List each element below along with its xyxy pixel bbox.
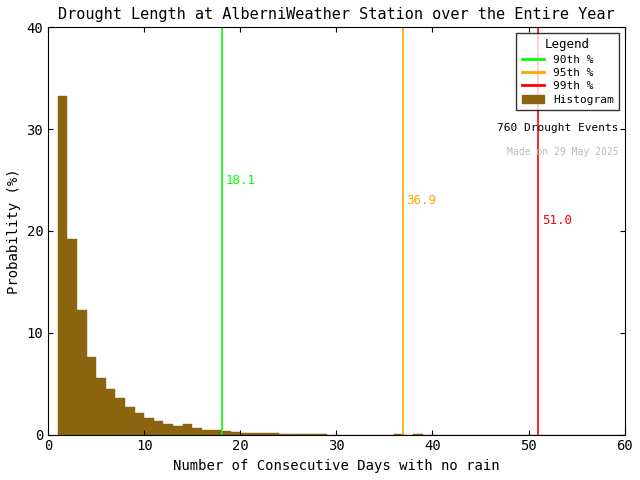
Bar <box>125 407 134 434</box>
Bar <box>240 432 250 434</box>
Bar <box>269 433 279 434</box>
Bar <box>163 424 173 434</box>
Y-axis label: Probability (%): Probability (%) <box>7 168 21 294</box>
Bar <box>58 96 67 434</box>
Bar <box>96 378 106 434</box>
Bar <box>67 239 77 434</box>
Text: 760 Drought Events: 760 Drought Events <box>497 123 618 133</box>
Legend: 90th %, 95th %, 99th %, Histogram: 90th %, 95th %, 99th %, Histogram <box>516 33 619 110</box>
Bar <box>134 413 144 434</box>
Bar <box>173 427 182 434</box>
Bar <box>289 433 298 434</box>
Bar <box>202 430 211 434</box>
Bar <box>211 430 221 434</box>
Title: Drought Length at AlberniWeather Station over the Entire Year: Drought Length at AlberniWeather Station… <box>58 7 614 22</box>
Bar <box>221 431 230 434</box>
Bar <box>106 389 115 434</box>
Bar <box>182 424 192 434</box>
Bar <box>250 432 259 434</box>
Bar <box>279 433 289 434</box>
X-axis label: Number of Consecutive Days with no rain: Number of Consecutive Days with no rain <box>173 459 500 473</box>
Bar <box>77 311 86 434</box>
Bar <box>144 419 154 434</box>
Bar <box>115 398 125 434</box>
Text: 18.1: 18.1 <box>226 174 256 187</box>
Text: Made on 29 May 2025: Made on 29 May 2025 <box>507 147 618 157</box>
Bar <box>259 432 269 434</box>
Text: 36.9: 36.9 <box>406 194 436 207</box>
Bar <box>192 428 202 434</box>
Text: 51.0: 51.0 <box>542 214 572 227</box>
Bar <box>230 432 240 434</box>
Bar <box>154 421 163 434</box>
Bar <box>86 357 96 434</box>
